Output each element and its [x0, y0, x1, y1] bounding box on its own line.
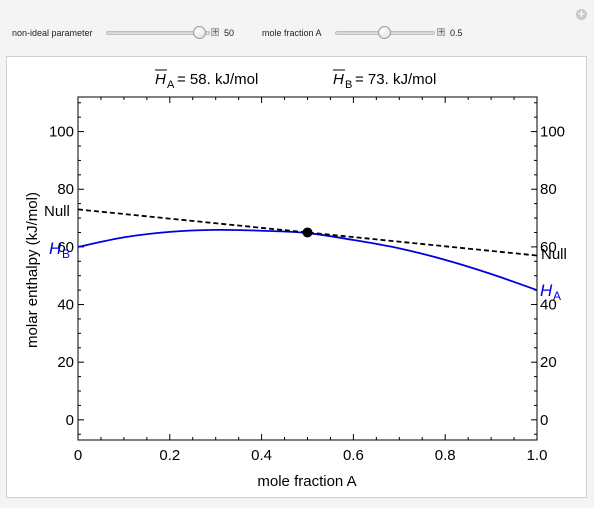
plot-frame [77, 96, 538, 441]
nonideal-parameter-label: non-ideal parameter [12, 28, 93, 38]
composition-point [302, 227, 313, 238]
y-tick-label-left: 20 [57, 354, 74, 371]
nonideal-parameter-slider-thumb[interactable] [193, 26, 206, 39]
y-tick-label-left: 100 [49, 124, 74, 141]
x-tick-label: 0.4 [251, 447, 272, 464]
y-tick-label-left: 60 [57, 239, 74, 256]
ha-subscript: A [167, 79, 175, 91]
y-tick-label-left: 80 [57, 181, 74, 198]
nonideal-parameter-expand-icon[interactable]: + [211, 27, 219, 36]
enthalpy-curve [77, 228, 538, 291]
ha-curve-subscript: A [553, 289, 561, 303]
x-tick-label: 0 [74, 447, 82, 464]
hb-symbol: H [333, 71, 344, 88]
mole-fraction-value: 0.5 [450, 28, 463, 38]
axis-tick-labels: 0 0.2 0.4 0.6 0.8 1.0 0 0 20 20 40 40 60 80 80 100 100 [49, 124, 565, 464]
y-tick-label-right: 0 [540, 412, 548, 429]
y-tick-label-right: 100 [540, 124, 565, 141]
right-null-label: Null [541, 246, 567, 263]
tangent-line [77, 208, 538, 257]
mole-fraction-label: mole fraction A [262, 28, 322, 38]
plot-panel [6, 56, 587, 498]
x-tick-label: 1.0 [527, 447, 548, 464]
right-sixty-label: 60 [540, 239, 557, 256]
nonideal-parameter-value: 50 [224, 28, 235, 38]
y-axis-title: molar enthalpy (kJ/mol) [24, 192, 41, 348]
partial-molar-enthalpy-A: H A = 58. kJ/mol [155, 69, 258, 91]
hb-curve-subscript: B [62, 247, 70, 261]
ha-curve-label: H A [540, 281, 561, 303]
hb-curve-label: H B [49, 239, 70, 261]
x-axis-title: mole fraction A [257, 473, 356, 490]
hb-subscript: B [345, 79, 352, 91]
left-null-label: Null [44, 203, 70, 220]
ha-value: = 58. kJ/mol [177, 71, 258, 88]
axis-ticks [77, 97, 538, 440]
x-tick-label: 0.2 [159, 447, 180, 464]
nonideal-parameter-slider[interactable] [106, 31, 210, 35]
hb-value: = 73. kJ/mol [355, 71, 436, 88]
control-bar: non-ideal parameter + 50 mole fraction A… [0, 0, 594, 56]
y-tick-label-right: 40 [540, 297, 557, 314]
y-tick-label-left: 0 [66, 412, 74, 429]
hb-curve-symbol: H [49, 239, 62, 258]
mole-fraction-slider-thumb[interactable] [378, 26, 391, 39]
x-tick-label: 0.8 [435, 447, 456, 464]
series-group [77, 208, 538, 291]
y-tick-label-left: 40 [57, 297, 74, 314]
options-plus-icon[interactable]: + [576, 9, 587, 20]
x-tick-label: 0.6 [343, 447, 364, 464]
y-tick-label-right: 20 [540, 354, 557, 371]
partial-molar-enthalpy-B: H B = 73. kJ/mol [333, 69, 436, 91]
y-tick-label-right: 80 [540, 181, 557, 198]
ha-curve-symbol: H [540, 281, 553, 300]
ha-symbol: H [155, 71, 166, 88]
mole-fraction-expand-icon[interactable]: + [437, 27, 445, 36]
